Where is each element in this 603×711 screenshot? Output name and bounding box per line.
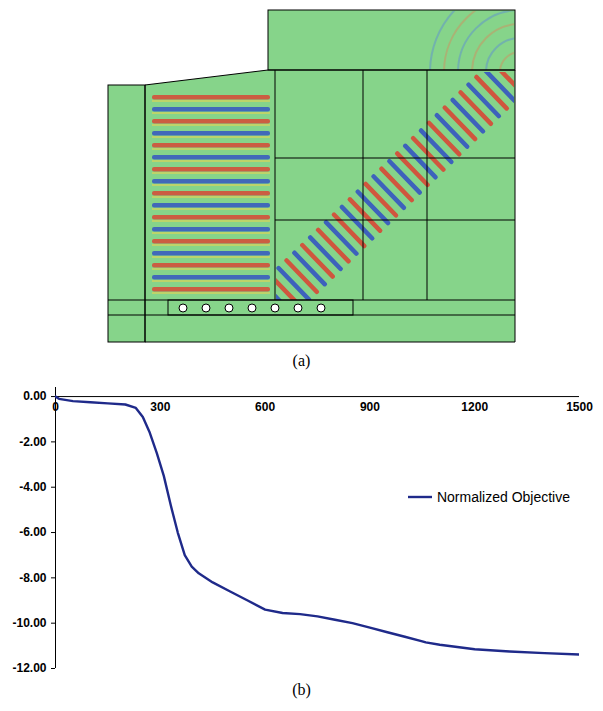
svg-text:600: 600: [255, 400, 275, 414]
svg-text:0: 0: [52, 400, 59, 414]
html-text:(b): (b): [292, 681, 311, 698]
svg-text:-10.00: -10.00: [12, 616, 46, 630]
html-text:(a): (a): [292, 352, 311, 369]
svg-text:300: 300: [150, 400, 170, 414]
svg-text:-4.00: -4.00: [19, 480, 47, 494]
svg-text:-2.00: -2.00: [19, 435, 47, 449]
svg-text:1200: 1200: [461, 400, 488, 414]
svg-text:-8.00: -8.00: [19, 571, 47, 585]
svg-text:1500: 1500: [566, 400, 593, 414]
svg-text:-6.00: -6.00: [19, 525, 47, 539]
svg-text:0.00: 0.00: [23, 389, 47, 403]
svg-text:900: 900: [360, 400, 380, 414]
html-text:Normalized Objective: Normalized Objective: [436, 489, 570, 505]
svg-text:-12.00: -12.00: [12, 661, 46, 675]
